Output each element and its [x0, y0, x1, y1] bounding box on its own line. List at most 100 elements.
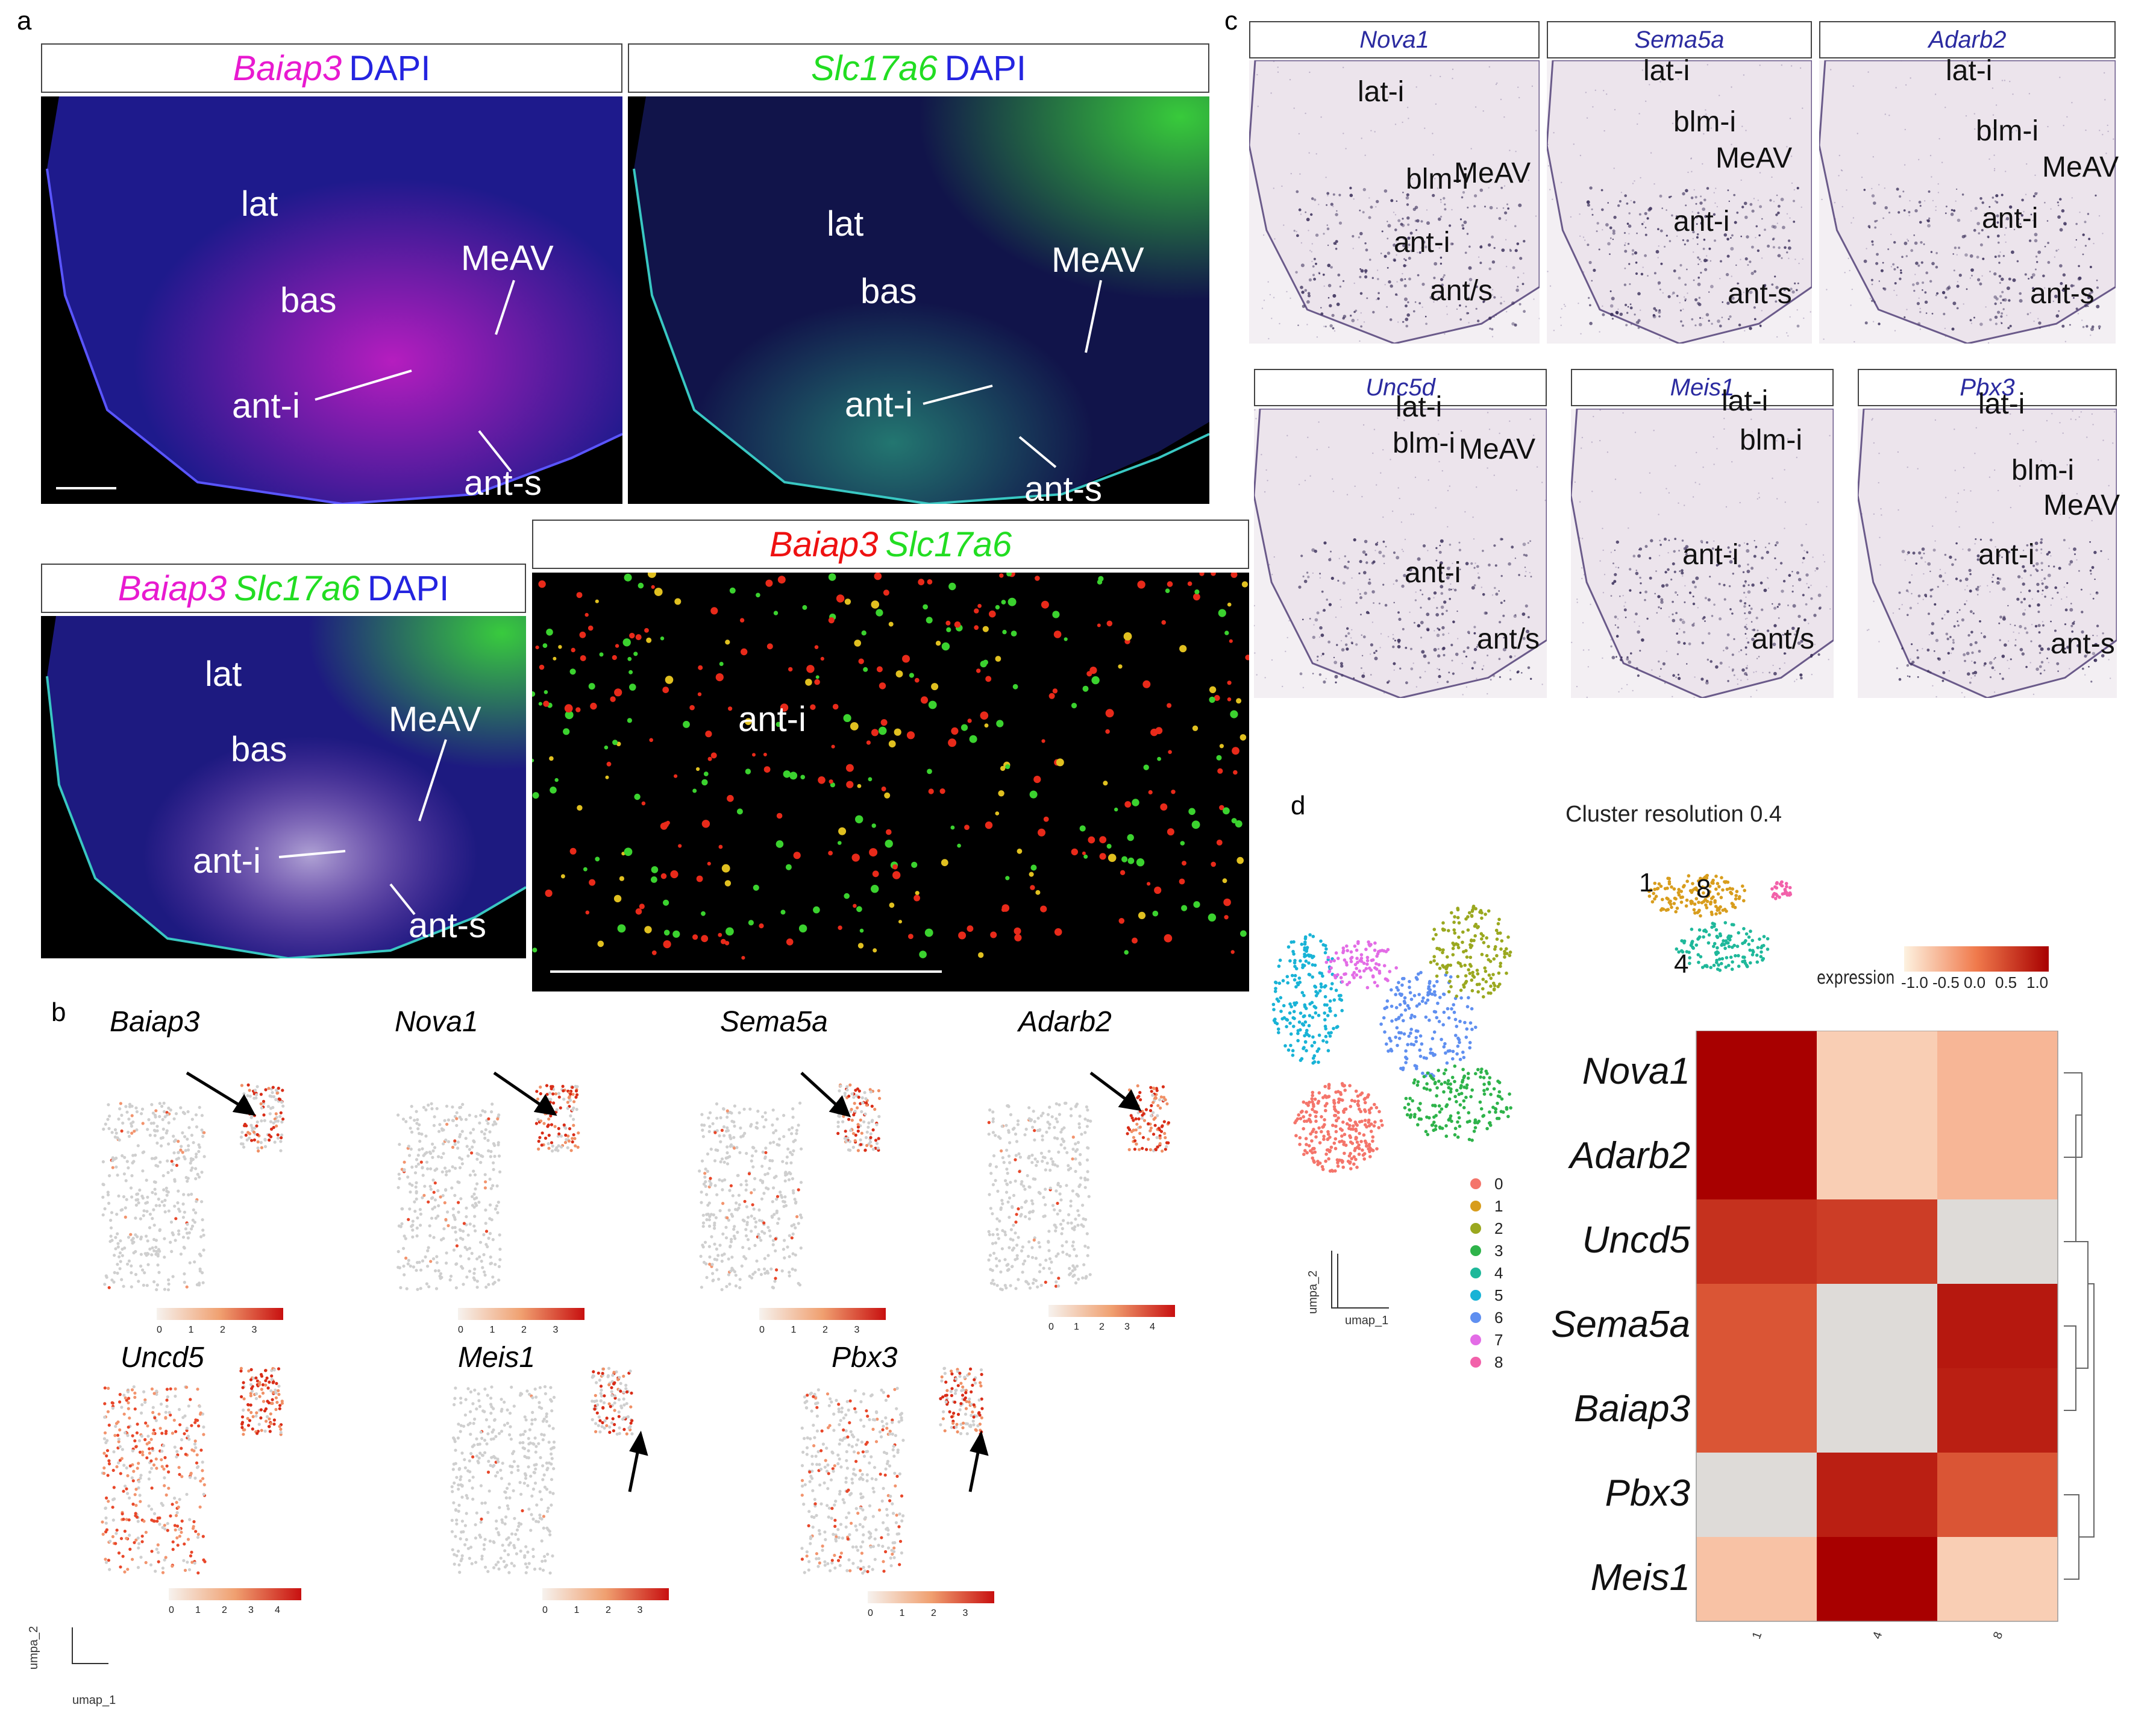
b-cell-dot: [173, 1497, 177, 1500]
b-cell-dot: [1142, 1112, 1145, 1116]
a4-cell-dot: [1230, 950, 1235, 954]
d-cell-dot: [1298, 1136, 1302, 1140]
b-cell-dot: [598, 1378, 601, 1382]
b-cell-dot: [508, 1433, 512, 1437]
b-cell-dot: [1004, 1233, 1007, 1237]
d-cell-dot: [1432, 955, 1436, 958]
b-cell-dot: [612, 1429, 615, 1433]
d-cell-dot: [1369, 1130, 1373, 1133]
b-cell-dot: [190, 1192, 193, 1196]
b-cell-dot: [882, 1521, 885, 1524]
b-cell-dot: [625, 1432, 628, 1436]
b-cell-dot: [505, 1563, 509, 1567]
b-cell-dot: [452, 1436, 456, 1440]
b-cell-dot: [866, 1570, 870, 1574]
a4-cell-dot: [836, 594, 845, 603]
d-cell-dot: [1402, 1032, 1406, 1036]
b-cell-dot: [772, 1140, 776, 1144]
b-cell-dot: [175, 1455, 178, 1459]
b-cell-dot: [119, 1102, 122, 1105]
a4-cell-dot: [1030, 885, 1035, 890]
b-cell-dot: [844, 1476, 848, 1480]
b-cell-dot: [173, 1445, 177, 1449]
b-colorbar-tick: 0: [1048, 1322, 1054, 1332]
d-cell-dot: [1485, 936, 1488, 940]
b-cell-dot: [184, 1149, 187, 1152]
b-cell-dot: [753, 1177, 757, 1181]
a4-cell-dot: [615, 644, 619, 648]
d-cell-dot: [1277, 999, 1280, 1003]
a4-cell-dot: [957, 843, 961, 848]
d-cell-dot: [1316, 1160, 1320, 1163]
c-label-pbx3-c: MeAV: [2043, 489, 2120, 521]
b-cell-dot: [527, 1465, 530, 1469]
d-cell-dot: [1456, 975, 1460, 978]
a4-cell-dot: [1052, 688, 1058, 694]
b-cell-dot: [428, 1184, 432, 1188]
d-cell-dot: [1408, 979, 1411, 984]
b-cell-dot: [991, 1117, 995, 1120]
b-cell-dot: [1153, 1123, 1157, 1127]
d-cell-dot: [1311, 1035, 1315, 1039]
b-cell-dot: [486, 1470, 490, 1474]
b-cell-dot: [731, 1194, 735, 1198]
b-cell-dot: [171, 1431, 174, 1435]
b-cell-dot: [465, 1215, 468, 1219]
b-cell-dot: [850, 1445, 854, 1448]
b-cell-dot: [455, 1123, 459, 1127]
b-cell-dot: [163, 1287, 166, 1291]
b-cell-dot: [869, 1394, 873, 1398]
b-cell-dot: [1048, 1122, 1051, 1126]
b-cell-dot: [117, 1551, 121, 1555]
b-cell-dot: [792, 1149, 795, 1152]
b-cell-dot: [1014, 1231, 1017, 1235]
a4-cell-dot: [560, 874, 565, 879]
b-cell-dot: [277, 1367, 281, 1371]
b-cell-dot: [114, 1247, 118, 1251]
b-cell-dot: [1137, 1117, 1141, 1120]
a4-cell-dot: [892, 871, 901, 879]
b-cell-dot: [462, 1530, 465, 1533]
a4-cell-dot: [871, 823, 876, 828]
b-cell-dot: [537, 1147, 541, 1151]
a1-region-lat: lat: [241, 184, 278, 224]
a4-cell-dot: [844, 599, 851, 605]
b-cell-dot: [507, 1571, 511, 1574]
b-cell-dot: [272, 1095, 276, 1099]
b-cell-dot: [256, 1146, 260, 1150]
b-cell-dot: [495, 1519, 498, 1523]
b-cell-dot: [1042, 1215, 1045, 1218]
b-cell-dot: [433, 1146, 437, 1149]
b-cell-dot: [757, 1268, 760, 1271]
d-cell-dot: [1362, 1157, 1366, 1161]
b-cell-dot: [1051, 1163, 1054, 1166]
d-cell-dot: [1349, 1167, 1353, 1171]
b-cell-dot: [142, 1390, 146, 1394]
b-cell-dot: [980, 1397, 983, 1401]
b-cell-dot: [854, 1545, 858, 1549]
a4-cell-dot: [954, 621, 961, 628]
b-cell-dot: [864, 1097, 868, 1101]
b-cell-dot: [155, 1125, 159, 1128]
b-cell-dot: [187, 1438, 191, 1441]
b-cell-dot: [165, 1186, 168, 1190]
a4-cell-dot: [724, 880, 732, 887]
d-cell-dot: [1308, 1101, 1311, 1104]
b-cell-dot: [429, 1260, 433, 1263]
b-cell-dot: [433, 1115, 436, 1119]
b-cell-dot: [762, 1192, 766, 1195]
b-cell-dot: [272, 1390, 275, 1394]
b-cell-dot: [181, 1202, 185, 1206]
b-cell-dot: [104, 1557, 107, 1561]
b-cell-dot: [708, 1255, 712, 1259]
b-cell-dot: [454, 1166, 457, 1170]
b-cell-dot: [447, 1118, 450, 1122]
b-cell-dot: [561, 1084, 565, 1088]
a4-cell-dot: [1082, 685, 1089, 692]
c-title-meis1: Meis1: [1571, 369, 1834, 406]
d-cell-dot: [1344, 1143, 1348, 1147]
b-cell-dot: [102, 1471, 106, 1475]
a4-cell-dot: [1000, 765, 1006, 771]
b-colorbar-tick: 2: [1099, 1322, 1105, 1332]
b-cell-dot: [1012, 1193, 1016, 1197]
